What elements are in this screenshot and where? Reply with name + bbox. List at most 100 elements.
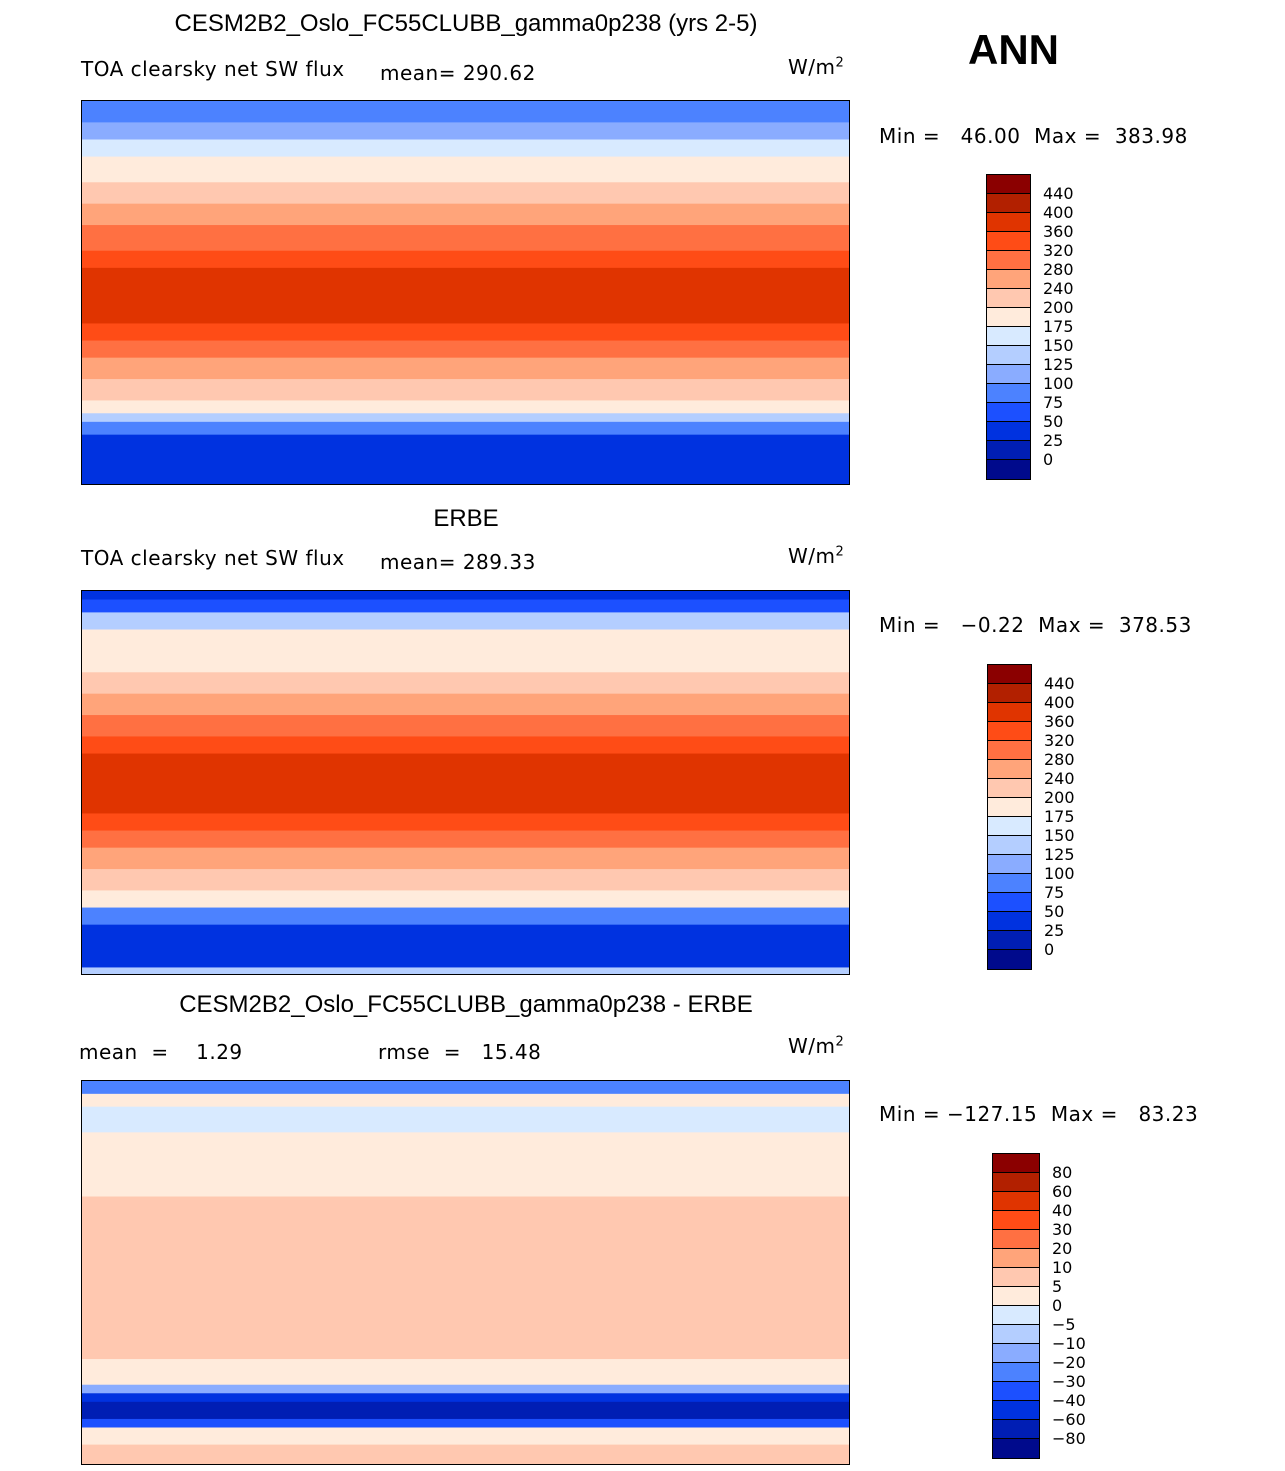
colorbar-swatch <box>993 1154 1039 1173</box>
colorbar-label: −5 <box>1052 1315 1076 1334</box>
colorbar-swatch <box>993 1192 1039 1211</box>
colorbar-label: 360 <box>1043 222 1074 241</box>
zonal-band <box>82 629 849 648</box>
zonal-band <box>82 715 849 737</box>
colorbar-swatch <box>988 722 1031 741</box>
zonal-band <box>82 1401 849 1420</box>
colorbar-label: 30 <box>1052 1220 1073 1239</box>
zonal-band <box>82 869 849 891</box>
colorbar-label: 5 <box>1052 1277 1063 1296</box>
zonal-band <box>82 1427 849 1446</box>
zonal-band <box>82 736 849 755</box>
colorbar-swatch <box>988 931 1031 950</box>
colorbar-swatch <box>993 1325 1039 1344</box>
colorbar-label: 200 <box>1044 788 1075 807</box>
colorbar-swatch <box>993 1230 1039 1249</box>
colorbar-swatch <box>993 1306 1039 1325</box>
colorbar-swatch <box>993 1401 1039 1420</box>
panel-3-minmax: Min = −127.15 Max = 83.23 <box>879 1102 1199 1126</box>
colorbar-swatch <box>987 441 1030 460</box>
colorbar-swatch <box>993 1344 1039 1363</box>
colorbar-label: 280 <box>1043 260 1074 279</box>
colorbar-label: 40 <box>1052 1201 1073 1220</box>
colorbar-label: 20 <box>1052 1239 1073 1258</box>
panel-1-mean: mean= 290.62 <box>380 61 536 85</box>
colorbar-swatch <box>987 251 1030 270</box>
colorbar-swatch <box>988 855 1031 874</box>
zonal-band <box>82 323 849 342</box>
colorbar-swatch <box>987 327 1030 346</box>
colorbar-swatch <box>993 1249 1039 1268</box>
zonal-band <box>82 924 849 968</box>
colorbar-swatch <box>993 1268 1039 1287</box>
zonal-band <box>82 830 849 849</box>
zonal-band <box>82 400 849 414</box>
colorbar-swatch <box>993 1420 1039 1439</box>
colorbar-swatch <box>988 684 1031 703</box>
colorbar-swatch <box>993 1363 1039 1382</box>
zonal-band <box>82 340 849 359</box>
zonal-band <box>82 182 849 205</box>
colorbar-label: 175 <box>1044 807 1075 826</box>
zonal-band <box>82 1418 849 1428</box>
zonal-band <box>82 599 849 613</box>
panel-3-mean: mean = 1.29 <box>79 1040 243 1064</box>
colorbar-label: 175 <box>1043 317 1074 336</box>
colorbar-swatch <box>988 665 1031 684</box>
zonal-band <box>82 357 849 380</box>
colorbar-swatch <box>988 950 1031 969</box>
colorbar-label: 75 <box>1044 883 1065 902</box>
colorbar-label: −60 <box>1052 1410 1086 1429</box>
colorbar-label: 240 <box>1043 279 1074 298</box>
panel-3-map <box>81 1080 850 1465</box>
zonal-band <box>82 434 849 484</box>
panel-1-title: CESM2B2_Oslo_FC55CLUBB_gamma0p238 (yrs 2… <box>174 10 758 37</box>
colorbar-swatch <box>987 213 1030 232</box>
colorbar-label: 50 <box>1044 902 1065 921</box>
colorbar-swatch <box>993 1382 1039 1401</box>
colorbar-swatch <box>988 893 1031 912</box>
colorbar-swatch <box>987 194 1030 213</box>
colorbar-swatch <box>988 779 1031 798</box>
colorbar-label: 100 <box>1044 864 1075 883</box>
colorbar-label: 75 <box>1043 393 1064 412</box>
panel-2-mean: mean= 289.33 <box>380 550 536 574</box>
panel-3-colorbar <box>992 1153 1040 1459</box>
zonal-band <box>82 1393 849 1403</box>
colorbar-label: 320 <box>1043 241 1074 260</box>
panel-1-variable: TOA clearsky net SW flux <box>81 57 345 81</box>
zonal-band <box>82 139 849 158</box>
zonal-band <box>82 267 849 324</box>
colorbar-label: 320 <box>1044 731 1075 750</box>
colorbar-label: −30 <box>1052 1372 1086 1391</box>
zonal-band <box>82 813 849 832</box>
panel-3-rmse: rmse = 15.48 <box>378 1040 542 1064</box>
panel-2-title: ERBE <box>433 505 499 532</box>
zonal-band <box>82 1106 849 1133</box>
colorbar-label: 0 <box>1044 940 1055 959</box>
colorbar-label: 400 <box>1044 693 1075 712</box>
colorbar-swatch <box>988 817 1031 836</box>
colorbar-label: 200 <box>1043 298 1074 317</box>
zonal-band <box>82 907 849 926</box>
colorbar-swatch <box>988 760 1031 779</box>
colorbar-label: 50 <box>1043 412 1064 431</box>
colorbar-label: 0 <box>1043 450 1054 469</box>
colorbar-swatch <box>987 384 1030 403</box>
colorbar-swatch <box>987 270 1030 289</box>
panel-2-variable: TOA clearsky net SW flux <box>81 546 345 570</box>
panel-1-minmax: Min = 46.00 Max = 383.98 <box>879 124 1188 148</box>
zonal-band <box>82 421 849 436</box>
colorbar-label: 10 <box>1052 1258 1073 1277</box>
zonal-band <box>82 250 849 269</box>
colorbar-label: 125 <box>1043 355 1074 374</box>
zonal-band <box>82 1132 849 1168</box>
zonal-band <box>82 1093 849 1108</box>
zonal-band <box>82 1081 849 1095</box>
colorbar-label: 440 <box>1043 184 1074 203</box>
colorbar-swatch <box>993 1173 1039 1192</box>
zonal-band <box>82 379 849 401</box>
colorbar-swatch <box>987 365 1030 384</box>
zonal-band <box>82 672 849 695</box>
colorbar-label: −10 <box>1052 1334 1086 1353</box>
